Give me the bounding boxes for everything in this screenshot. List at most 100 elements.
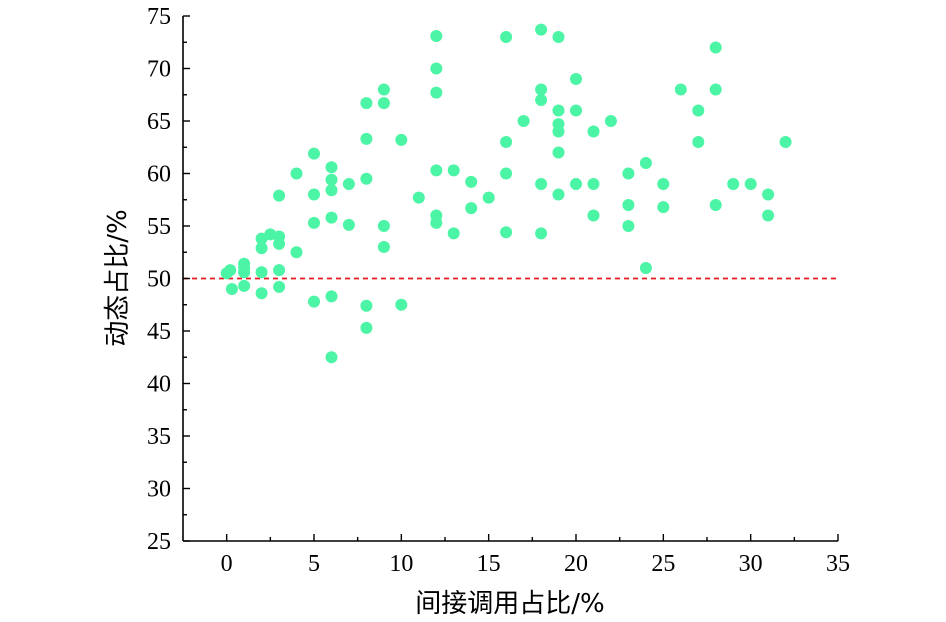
data-point <box>500 226 513 239</box>
x-tick-label: 10 <box>389 551 413 577</box>
data-point <box>238 266 251 279</box>
data-point <box>290 246 303 259</box>
data-point <box>430 62 443 75</box>
data-point <box>360 299 373 312</box>
data-point <box>430 86 443 99</box>
data-point <box>377 241 390 253</box>
data-point <box>762 188 775 201</box>
data-point <box>395 133 408 146</box>
data-point <box>604 115 617 127</box>
data-point <box>255 242 268 255</box>
data-point <box>552 146 565 159</box>
data-point <box>622 220 635 232</box>
data-point <box>325 211 338 224</box>
data-point <box>570 178 582 190</box>
data-point <box>412 191 425 204</box>
y-tick-label: 30 <box>147 477 171 503</box>
y-tick-label: 55 <box>147 214 171 240</box>
data-point <box>360 321 373 334</box>
y-axis-title: 动态占比/% <box>103 209 133 346</box>
data-point <box>360 172 373 185</box>
data-point <box>465 202 478 215</box>
data-point <box>308 295 320 308</box>
data-point <box>342 178 355 190</box>
y-tick-label: 65 <box>147 109 171 135</box>
x-tick-label: 35 <box>826 551 850 577</box>
data-point <box>517 115 530 127</box>
data-point <box>325 173 338 186</box>
data-point <box>535 83 548 96</box>
data-point <box>225 283 238 295</box>
y-tick-label: 25 <box>147 529 171 555</box>
data-point <box>255 266 268 279</box>
x-tick-label: 30 <box>739 551 763 577</box>
x-tick-label: 20 <box>564 551 588 577</box>
y-tick-label: 50 <box>147 267 171 293</box>
data-point <box>552 104 565 117</box>
data-point <box>360 97 373 110</box>
data-point <box>779 136 792 148</box>
x-tick-label: 0 <box>221 551 233 577</box>
data-point <box>224 264 237 277</box>
data-point <box>709 41 722 54</box>
data-point <box>273 189 286 202</box>
data-point <box>430 164 443 177</box>
data-point <box>500 31 513 43</box>
data-point <box>377 220 390 232</box>
data-point <box>325 161 338 174</box>
data-point <box>622 167 635 180</box>
data-point <box>657 201 670 214</box>
data-point <box>447 227 460 240</box>
data-point <box>500 167 513 180</box>
data-point <box>325 184 338 197</box>
y-tick-label: 35 <box>147 424 171 450</box>
data-point <box>535 227 548 240</box>
data-point <box>570 104 582 117</box>
data-point <box>342 218 355 231</box>
data-point <box>308 188 320 201</box>
x-axis-title: 间接调用占比/% <box>415 589 604 619</box>
data-point <box>587 178 600 190</box>
data-point <box>622 199 635 211</box>
x-tick-label: 5 <box>308 551 320 577</box>
y-tick-label: 60 <box>147 162 171 188</box>
x-tick-label: 15 <box>477 551 501 577</box>
data-point <box>552 125 565 138</box>
y-tick-label: 45 <box>147 319 171 345</box>
data-point <box>325 351 338 364</box>
data-point <box>587 125 600 138</box>
data-point <box>535 94 548 106</box>
data-point <box>709 199 722 211</box>
data-point <box>273 264 286 277</box>
data-point <box>238 279 251 292</box>
data-point <box>273 237 286 250</box>
data-point <box>692 136 705 148</box>
data-point <box>744 178 757 190</box>
data-point <box>482 191 495 204</box>
data-point <box>552 188 565 201</box>
data-point <box>465 175 478 188</box>
data-point <box>290 167 303 180</box>
y-tick-label: 75 <box>147 4 171 30</box>
data-point <box>674 83 687 96</box>
data-point <box>430 30 443 42</box>
y-tick-label: 70 <box>147 57 171 83</box>
data-point <box>587 209 600 222</box>
data-point <box>325 290 338 303</box>
data-point <box>762 209 775 222</box>
data-point <box>709 83 722 96</box>
data-point <box>377 97 390 110</box>
data-point <box>639 262 652 274</box>
data-point <box>430 216 443 229</box>
data-point <box>273 280 286 293</box>
data-point <box>727 178 740 190</box>
data-point <box>447 164 460 177</box>
data-point <box>535 23 548 36</box>
data-point <box>535 178 548 190</box>
x-tick-label: 25 <box>651 551 675 577</box>
data-point <box>395 298 408 311</box>
data-point <box>552 31 565 43</box>
data-point <box>360 132 373 145</box>
data-point <box>657 178 670 190</box>
